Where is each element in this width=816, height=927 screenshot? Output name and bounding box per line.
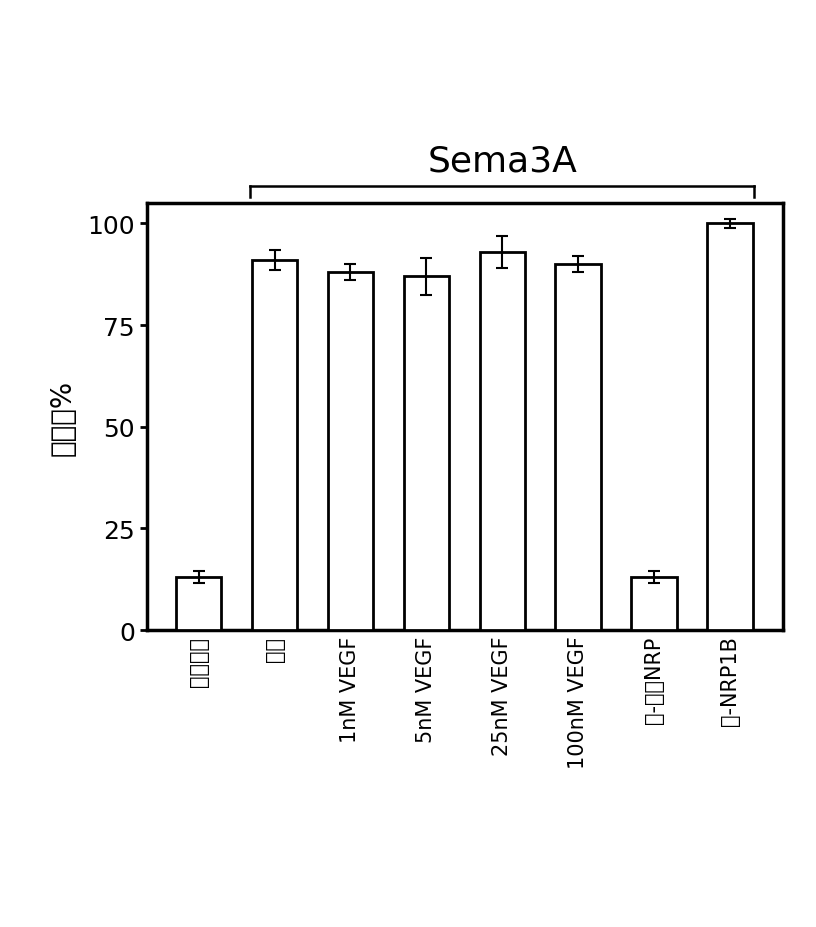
Bar	[328, 273, 373, 630]
Bar	[556, 265, 601, 630]
Bar	[252, 260, 297, 630]
Bar	[632, 578, 677, 630]
Bar	[707, 224, 753, 630]
Bar	[480, 253, 526, 630]
Y-axis label: 崩阶的%: 崩阶的%	[48, 379, 77, 455]
Text: Sema3A: Sema3A	[428, 145, 577, 178]
Bar	[404, 277, 449, 630]
Bar	[175, 578, 221, 630]
